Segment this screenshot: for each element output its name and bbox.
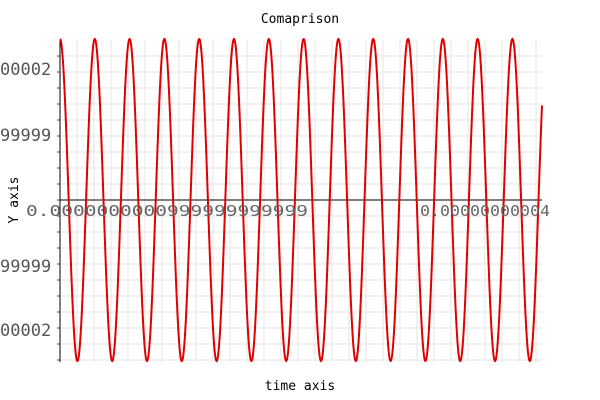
x-tick-label: 0.00000000004 <box>420 202 550 220</box>
x-tick-label: 0.0000000000999999999999 <box>26 202 308 220</box>
y-tick-label: 99999 <box>0 257 51 277</box>
y-tick-label: 99999 <box>0 126 51 146</box>
chart-title: Comaprison <box>261 12 339 27</box>
y-axis-label: Y axis <box>7 177 22 224</box>
plot-background <box>60 40 542 362</box>
y-tick-label: 00002 <box>0 321 51 341</box>
x-axis-label: time axis <box>265 379 335 394</box>
minor-ticks <box>57 55 60 361</box>
y-tick-label: 00002 <box>0 60 51 80</box>
series-line <box>59 37 543 363</box>
